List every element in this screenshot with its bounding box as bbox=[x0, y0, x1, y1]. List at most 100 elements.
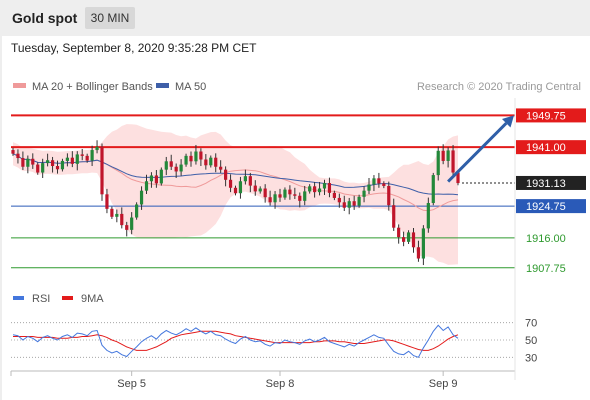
candle-body-23 bbox=[125, 225, 129, 230]
candle-body-47 bbox=[243, 176, 247, 182]
candle-body-75 bbox=[382, 183, 386, 186]
rsi-tick-1: 50 bbox=[525, 335, 537, 347]
candle-body-52 bbox=[268, 197, 272, 203]
candle-body-86 bbox=[436, 150, 440, 176]
candle-body-14 bbox=[80, 154, 84, 156]
candle-body-71 bbox=[362, 190, 366, 197]
candle-body-79 bbox=[402, 237, 406, 242]
candle-body-41 bbox=[214, 157, 218, 167]
candle-body-90 bbox=[456, 172, 460, 184]
candle-body-72 bbox=[367, 184, 371, 191]
page-title: Gold spot bbox=[12, 10, 78, 26]
candle-body-3 bbox=[26, 158, 30, 167]
level-label-1: 1941.00 bbox=[526, 142, 566, 154]
legend-rsi: RSI bbox=[32, 293, 50, 305]
candle-body-27 bbox=[144, 181, 149, 191]
candle-body-0 bbox=[11, 150, 15, 154]
candle-body-10 bbox=[60, 160, 65, 170]
candle-body-32 bbox=[169, 161, 173, 167]
level-tag-1 bbox=[516, 140, 586, 155]
candle-body-87 bbox=[441, 150, 445, 161]
candle-body-22 bbox=[120, 213, 124, 226]
timestamp: Tuesday, September 8, 2020 9:35:28 PM CE… bbox=[11, 41, 257, 55]
candle-body-20 bbox=[110, 208, 114, 217]
candle-body-7 bbox=[46, 160, 50, 164]
x-tick-label-0: Sep 5 bbox=[117, 378, 146, 390]
candle-body-62 bbox=[317, 188, 322, 193]
forecast-arrow-head bbox=[501, 115, 514, 128]
level-label-2: 1931.13 bbox=[526, 178, 566, 190]
candle-body-25 bbox=[135, 204, 139, 218]
candle-body-21 bbox=[115, 213, 119, 217]
candle-body-53 bbox=[273, 194, 277, 203]
candle-body-29 bbox=[154, 175, 158, 184]
rsi-tick-0: 70 bbox=[525, 318, 537, 330]
candle-body-85 bbox=[431, 175, 435, 204]
candle-body-51 bbox=[263, 188, 267, 198]
candle-body-80 bbox=[406, 232, 411, 242]
level-tag-2 bbox=[516, 175, 586, 190]
candle-body-70 bbox=[357, 196, 361, 206]
candle-body-6 bbox=[41, 163, 45, 173]
candle-body-63 bbox=[322, 183, 327, 189]
level-label-4: 1916.00 bbox=[526, 233, 566, 245]
candle-body-13 bbox=[75, 154, 79, 164]
candle-body-5 bbox=[36, 164, 40, 173]
legend-swatch-rsi-ma bbox=[62, 296, 73, 300]
legend-ma20: MA 20 + Bollinger Bands bbox=[32, 81, 153, 93]
rsi-line bbox=[12, 324, 459, 358]
legend-swatch-ma50 bbox=[156, 83, 169, 88]
candle-body-15 bbox=[85, 155, 89, 161]
header: Gold spot 30 MIN bbox=[0, 0, 590, 36]
candles bbox=[11, 140, 460, 266]
candle-body-64 bbox=[327, 183, 332, 193]
legend-rsi-ma: 9MA bbox=[81, 293, 104, 305]
candle-body-49 bbox=[253, 185, 257, 192]
candle-body-16 bbox=[90, 150, 94, 161]
candle-body-66 bbox=[337, 197, 341, 203]
candle-body-18 bbox=[100, 146, 104, 195]
candle-body-4 bbox=[31, 158, 35, 165]
candle-body-8 bbox=[50, 160, 55, 167]
timeframe-button[interactable]: 30 MIN bbox=[85, 7, 135, 29]
bollinger-band bbox=[13, 124, 458, 265]
candle-body-34 bbox=[179, 164, 183, 172]
candle-body-81 bbox=[411, 232, 416, 248]
candle-body-9 bbox=[55, 166, 60, 170]
legend-swatch-ma20 bbox=[13, 83, 26, 88]
level-tag-0 bbox=[516, 108, 586, 123]
candle-body-50 bbox=[258, 188, 262, 192]
candle-body-83 bbox=[421, 228, 425, 259]
candle-body-82 bbox=[416, 247, 421, 259]
candle-body-39 bbox=[204, 159, 208, 166]
candle-body-60 bbox=[308, 186, 312, 192]
candle-body-19 bbox=[105, 194, 109, 209]
candle-body-11 bbox=[65, 157, 69, 161]
candle-body-45 bbox=[233, 187, 238, 194]
candle-body-31 bbox=[164, 161, 168, 170]
legend-swatch-rsi bbox=[13, 296, 24, 300]
candle-body-46 bbox=[238, 181, 243, 194]
candle-body-74 bbox=[377, 178, 381, 184]
level-label-3: 1924.75 bbox=[526, 201, 566, 213]
candle-body-68 bbox=[347, 201, 351, 208]
candle-body-33 bbox=[174, 166, 178, 172]
candle-body-42 bbox=[219, 166, 223, 170]
candle-body-38 bbox=[199, 151, 203, 160]
candle-body-48 bbox=[248, 176, 252, 186]
level-label-5: 1907.75 bbox=[526, 263, 566, 275]
candle-body-28 bbox=[149, 175, 154, 182]
candle-body-37 bbox=[194, 151, 198, 162]
legend-ma50: MA 50 bbox=[175, 81, 206, 93]
candle-body-76 bbox=[387, 185, 391, 206]
level-tag-3 bbox=[516, 199, 586, 214]
candle-body-30 bbox=[159, 169, 163, 184]
level-label-0: 1949.75 bbox=[526, 110, 566, 122]
candle-body-73 bbox=[372, 178, 376, 185]
candle-body-36 bbox=[189, 155, 193, 162]
candle-body-43 bbox=[224, 169, 228, 180]
candle-body-69 bbox=[352, 201, 356, 206]
candle-body-59 bbox=[303, 191, 307, 201]
candle-body-78 bbox=[397, 227, 401, 238]
candle-body-89 bbox=[451, 150, 455, 173]
